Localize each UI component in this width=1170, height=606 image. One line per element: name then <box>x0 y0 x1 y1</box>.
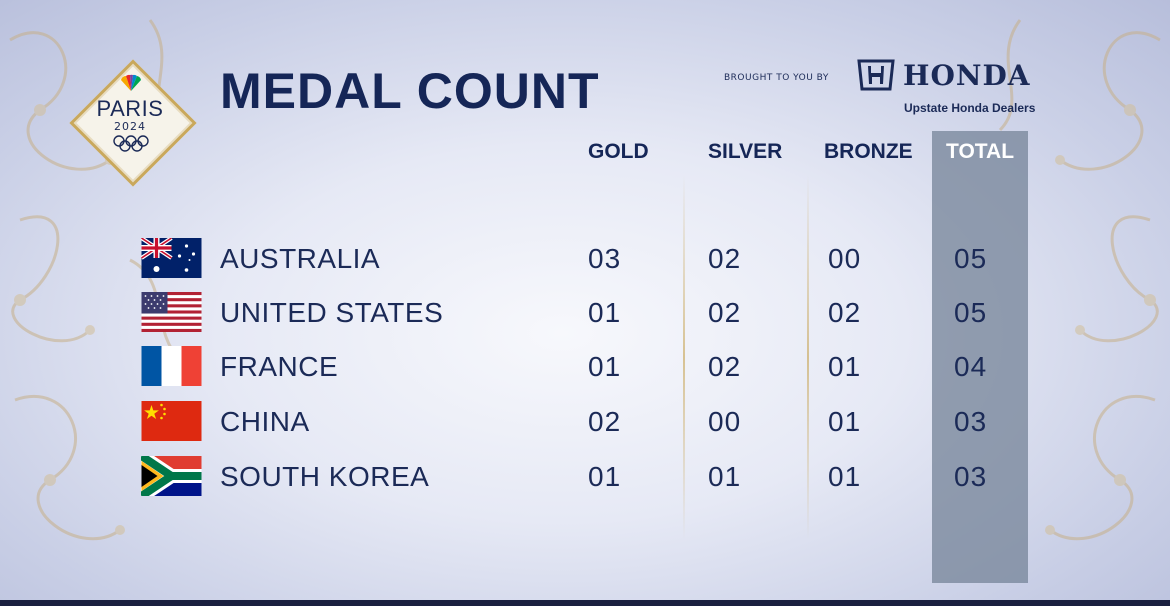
gold-count: 01 <box>588 297 622 328</box>
table-row: UNITED STATES 01 02 02 05 <box>0 289 1170 335</box>
column-header-total: TOTAL <box>946 140 1015 163</box>
honda-h-logo-icon <box>857 59 895 91</box>
logo-city: PARIS <box>96 96 164 121</box>
united-states-flag-icon <box>141 292 202 332</box>
china-flag-icon <box>141 401 202 441</box>
logo-year: 2024 <box>114 120 146 133</box>
country-name: SOUTH KOREA <box>220 461 430 492</box>
bronze-count: 01 <box>828 406 862 437</box>
total-count: 04 <box>954 351 988 382</box>
gold-count: 01 <box>588 351 622 382</box>
silver-count: 02 <box>708 297 742 328</box>
bronze-count: 01 <box>828 461 862 492</box>
total-column-panel <box>932 131 1028 583</box>
south-africa-flag-icon <box>141 456 202 496</box>
country-name: FRANCE <box>220 351 339 382</box>
olympic-rings-icon <box>113 135 149 152</box>
country-name: AUSTRALIA <box>220 243 381 274</box>
column-divider <box>807 175 809 540</box>
sponsor-brand: HONDA <box>903 59 1031 92</box>
bronze-count: 01 <box>828 351 862 382</box>
table-row: FRANCE 01 02 01 04 <box>0 343 1170 389</box>
total-count: 03 <box>954 461 988 492</box>
silver-count: 01 <box>708 461 742 492</box>
france-flag-icon <box>141 346 202 386</box>
country-name: UNITED STATES <box>220 297 444 328</box>
column-header-bronze: BRONZE <box>824 140 913 163</box>
country-name: CHINA <box>220 406 310 437</box>
floral-ornament-right <box>998 19 1161 541</box>
table-row: AUSTRALIA 03 02 00 05 <box>0 235 1170 281</box>
total-count: 05 <box>954 243 988 274</box>
silver-count: 00 <box>708 406 742 437</box>
total-count: 03 <box>954 406 988 437</box>
gold-count: 01 <box>588 461 622 492</box>
gold-count: 02 <box>588 406 622 437</box>
bottom-border <box>0 600 1170 606</box>
silver-count: 02 <box>708 243 742 274</box>
table-row: SOUTH KOREA 01 01 01 03 <box>0 453 1170 499</box>
paris-2024-logo: PARIS 2024 <box>68 58 197 187</box>
silver-count: 02 <box>708 351 742 382</box>
australia-flag-icon <box>141 238 202 278</box>
total-count: 05 <box>954 297 988 328</box>
gold-count: 03 <box>588 243 622 274</box>
page-title: MEDAL COUNT <box>220 63 600 119</box>
sponsor-dealers: Upstate Honda Dealers <box>904 101 1036 115</box>
sponsor-prefix: BROUGHT TO YOU BY <box>724 73 829 83</box>
bronze-count: 02 <box>828 297 862 328</box>
peacock-icon <box>121 74 141 91</box>
table-row: CHINA 02 00 01 03 <box>0 398 1170 444</box>
column-divider <box>683 175 685 540</box>
column-header-silver: SILVER <box>708 140 783 163</box>
bronze-count: 00 <box>828 243 862 274</box>
column-header-gold: GOLD <box>588 140 649 163</box>
